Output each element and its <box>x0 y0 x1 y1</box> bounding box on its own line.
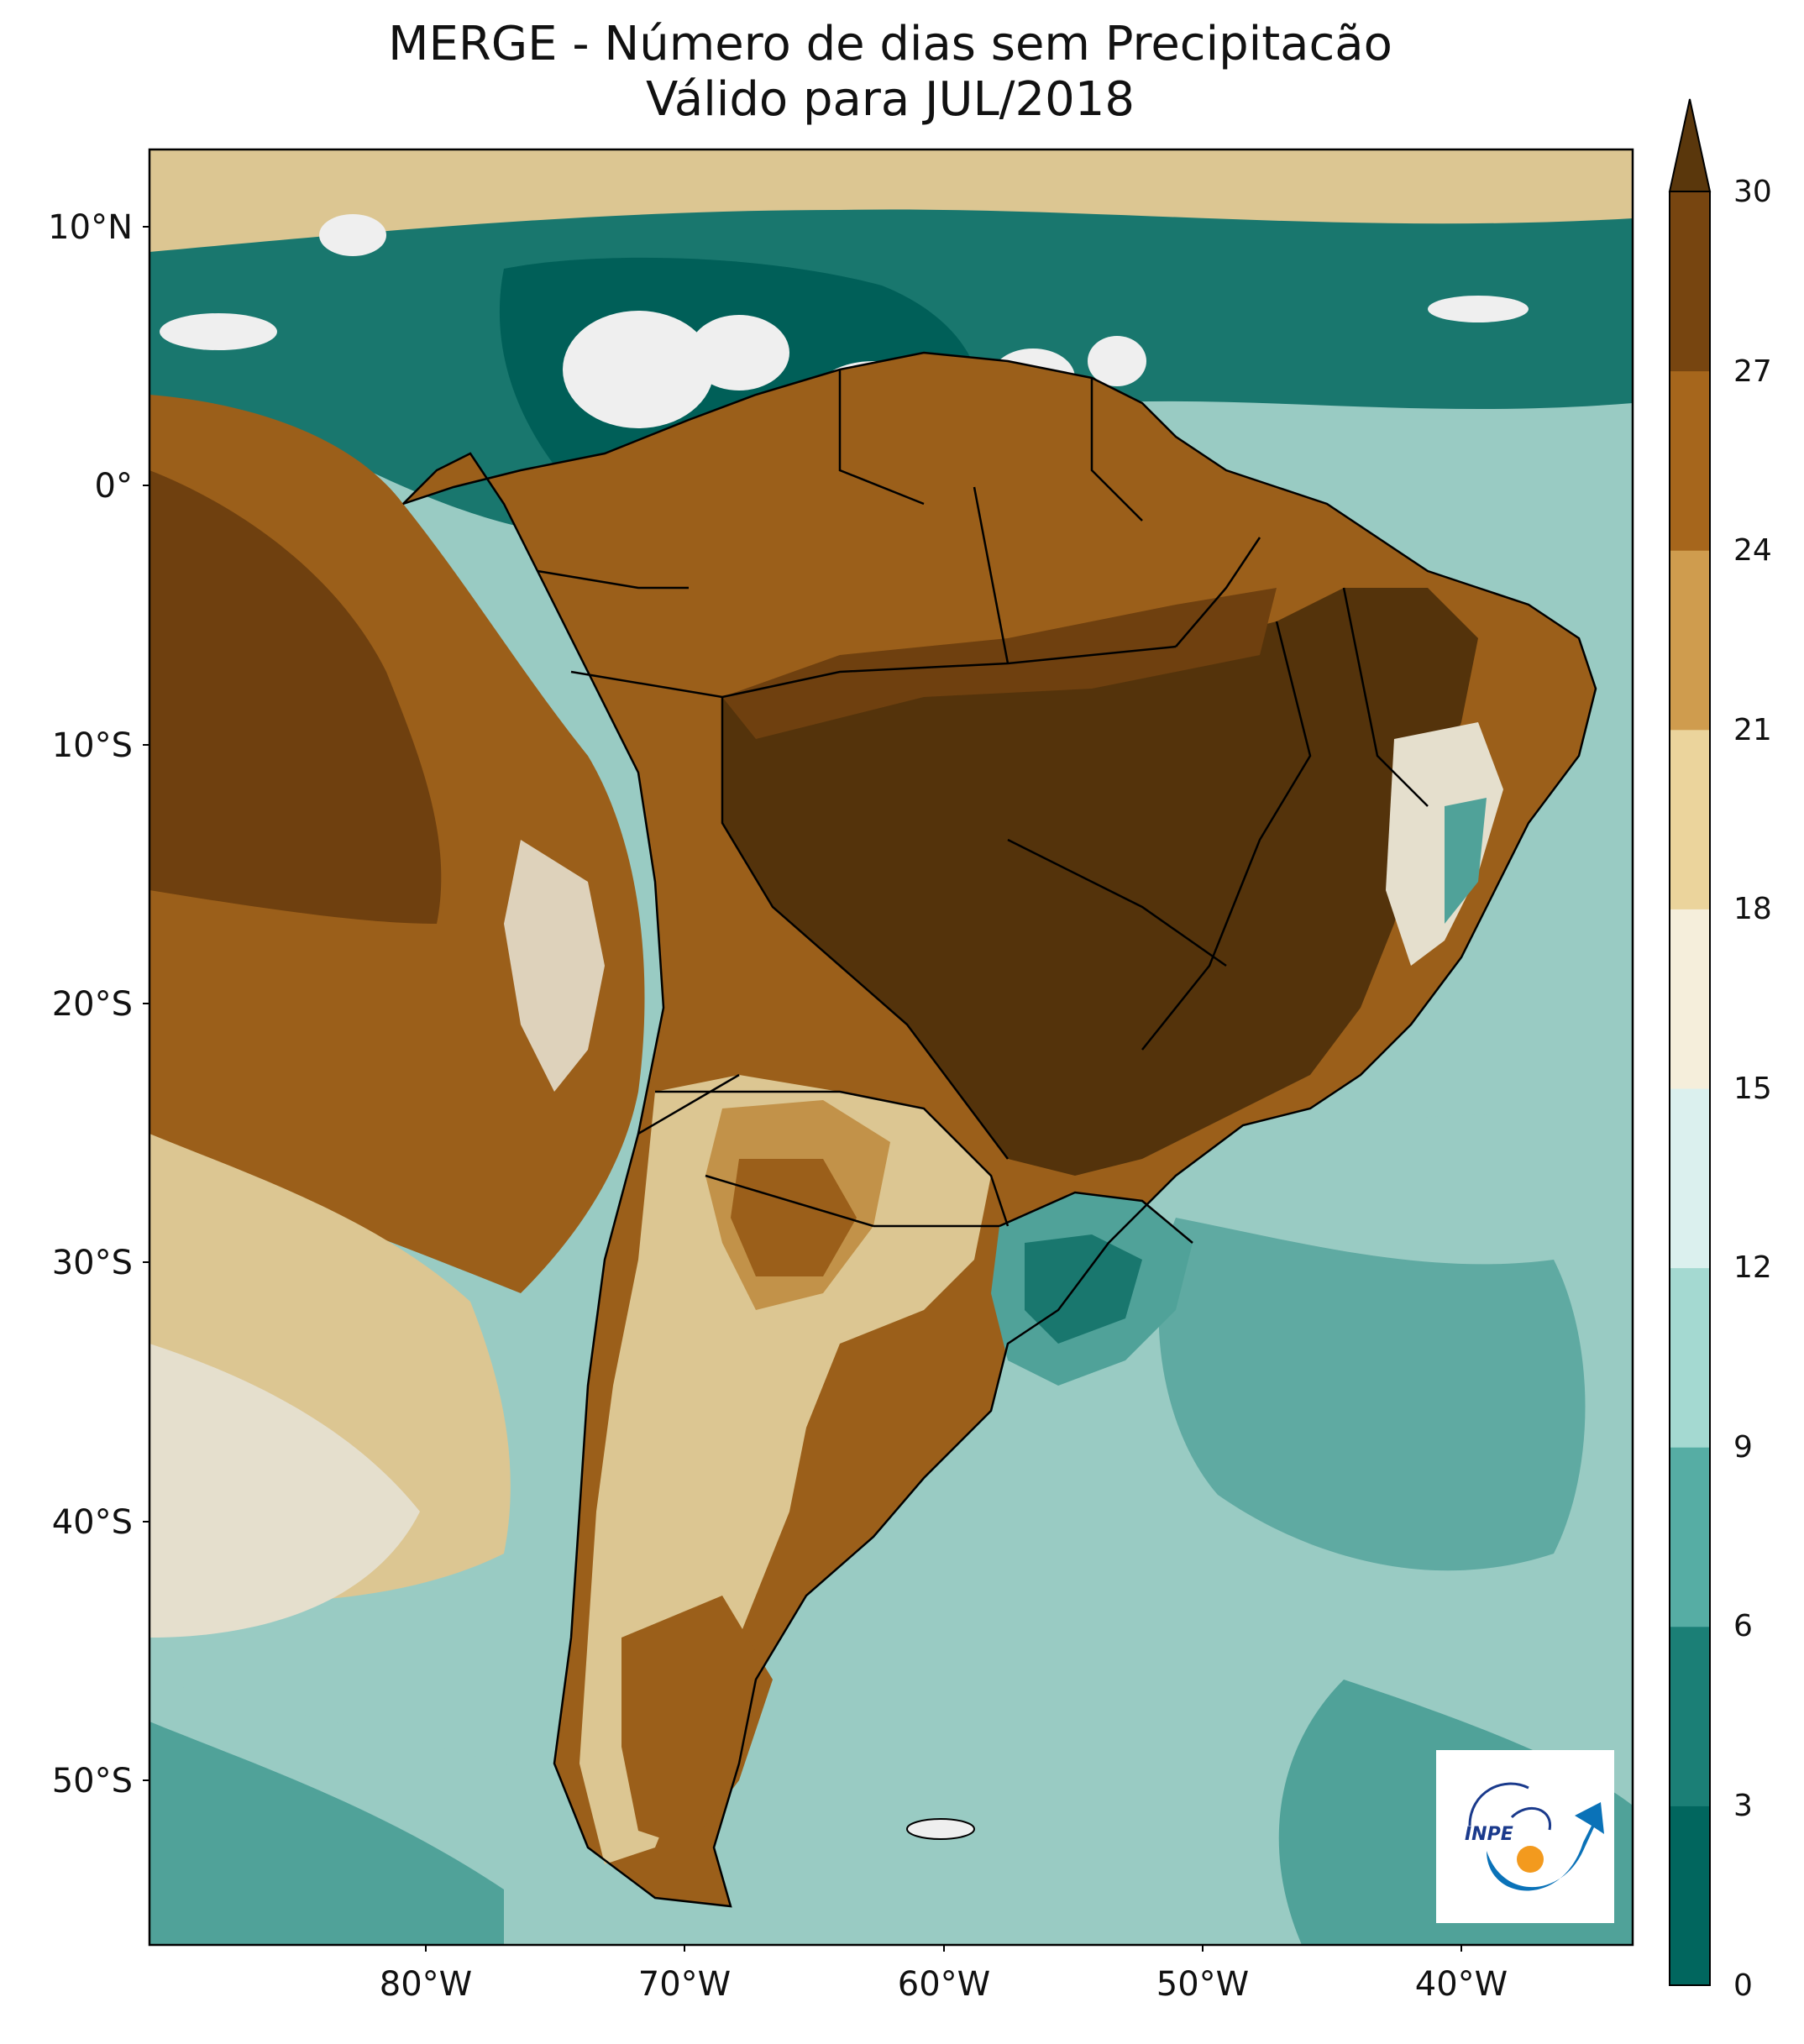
inpe-logo: INPE <box>1436 1750 1614 1923</box>
colorbar-segment-0-3 <box>1670 1806 1710 1986</box>
lat-label-40s: 40°S <box>52 1503 133 1542</box>
colorbar-segment-24-27 <box>1670 370 1710 551</box>
country-borders <box>402 351 1597 1908</box>
colorbar-segment-15-18 <box>1670 909 1710 1089</box>
logo-orbit-arc <box>1468 1782 1529 1826</box>
colorbar-segment-18-21 <box>1670 729 1710 909</box>
colorbar-segment-3-6 <box>1670 1626 1710 1806</box>
lon-label-40w: 40°W <box>1415 1965 1508 2004</box>
lon-label-70w: 70°W <box>638 1965 731 2004</box>
precipitation-field <box>149 149 1633 1945</box>
colorbar-segment-6-9 <box>1670 1447 1710 1627</box>
colorbar-label-0: 0 <box>1733 1968 1753 2003</box>
lat-label-10n: 10°N <box>48 208 133 247</box>
colorbar-frame <box>1669 191 1711 1986</box>
colorbar-label-6: 6 <box>1733 1609 1753 1643</box>
title-line-2: Válido para JUL/2018 <box>645 72 1135 127</box>
colorbar-segment-9-12 <box>1670 1267 1710 1448</box>
latitude-axis: 10°N 0° 10°S 20°S 30°S 40°S 50°S <box>48 208 149 1800</box>
colorbar: 30 27 24 21 18 15 12 9 6 3 0 <box>1668 98 1772 2003</box>
lat-label-30s: 30°S <box>52 1244 133 1282</box>
map-title: MERGE - Número de dias sem Precipitacão … <box>143 17 1638 128</box>
colorbar-segment-27-30 <box>1670 191 1710 372</box>
colorbar-label-27: 27 <box>1733 354 1772 389</box>
colorbar-label-15: 15 <box>1733 1072 1772 1106</box>
colorbar-label-30: 30 <box>1733 175 1772 209</box>
logo-inner-arc <box>1510 1806 1551 1831</box>
colorbar-label-18: 18 <box>1733 892 1772 926</box>
lat-label-50s: 50°S <box>52 1762 133 1800</box>
logo-blue-arrow <box>1487 1802 1604 1891</box>
lon-label-50w: 50°W <box>1156 1965 1249 2004</box>
logo-orange-dot <box>1517 1846 1544 1873</box>
colorbar-label-24: 24 <box>1733 533 1772 568</box>
map-frame <box>148 148 1634 1947</box>
texture-overlay <box>149 149 1633 1945</box>
colorbar-label-12: 12 <box>1733 1250 1772 1285</box>
colorbar-extend-arrow <box>1668 98 1712 192</box>
colorbar-labels: 30 27 24 21 18 15 12 9 6 3 0 <box>1733 175 1772 2003</box>
lat-label-20s: 20°S <box>52 985 133 1024</box>
inpe-logo-graphic <box>1468 1782 1604 1891</box>
longitude-axis: 80°W 70°W 60°W 50°W 40°W <box>380 1945 1508 2004</box>
colorbar-label-9: 9 <box>1733 1430 1753 1465</box>
lat-label-0: 0° <box>95 467 133 506</box>
lon-label-80w: 80°W <box>380 1965 472 2004</box>
inpe-logo-text: INPE <box>1465 1824 1513 1845</box>
title-line-1: MERGE - Número de dias sem Precipitacão <box>388 17 1392 71</box>
colorbar-label-3: 3 <box>1733 1789 1753 1823</box>
colorbar-segments <box>1670 191 1710 1986</box>
colorbar-label-21: 21 <box>1733 713 1772 747</box>
lon-label-60w: 60°W <box>898 1965 990 2004</box>
colorbar-segment-21-24 <box>1670 550 1710 731</box>
lat-label-10s: 10°S <box>52 726 133 765</box>
colorbar-segment-12-15 <box>1670 1088 1710 1269</box>
